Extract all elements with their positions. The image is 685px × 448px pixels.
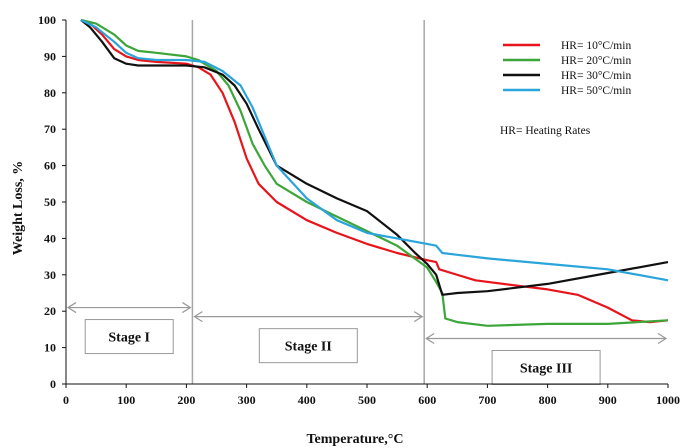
y-tick-label: 0 — [50, 377, 56, 391]
stage-label: Stage III — [520, 362, 573, 377]
stage-label: Stage I — [108, 331, 150, 346]
legend-label: HR= 20°C/min — [561, 55, 631, 67]
x-tick-label: 200 — [177, 393, 195, 407]
stage-label-box — [491, 350, 601, 385]
series-line — [80, 18, 669, 327]
x-tick-label: 700 — [478, 393, 496, 407]
x-tick-label: 900 — [599, 393, 617, 407]
stage-boundaries — [191, 20, 425, 384]
y-tick-label: 70 — [44, 122, 56, 136]
legend-label: HR= 10°C/min — [561, 40, 631, 52]
stage-arrowhead-left — [66, 302, 77, 314]
stage-arrowhead-left — [193, 311, 203, 323]
y-tick-label: 90 — [44, 49, 56, 63]
x-tick-label: 100 — [117, 393, 135, 407]
x-tick-label: 800 — [539, 393, 557, 407]
x-tick-label: 600 — [418, 393, 436, 407]
y-tick-label: 50 — [44, 195, 56, 209]
y-tick-label: 60 — [44, 159, 56, 173]
y-ticks: 0 10 20 30 40 50 60 70 80 90 100 — [38, 13, 66, 391]
y-tick-label: 30 — [44, 268, 56, 282]
y-tick-label: 20 — [44, 304, 56, 318]
x-ticks: 0 100 200 300 400 500 600 700 800 900 1000 — [63, 384, 680, 407]
y-axis-title: Weight Loss, % — [11, 161, 26, 256]
stage-arrowhead-right — [182, 302, 192, 314]
stage-arrowhead-left — [425, 332, 435, 345]
legend: HR= 10°C/min HR= 20°C/min HR= 30°C/min HR= … — [503, 40, 631, 97]
x-tick-label: 500 — [358, 393, 376, 407]
legend-label: HR= 30°C/min — [561, 70, 631, 82]
stage-label-box — [258, 328, 358, 364]
x-tick-label: 0 — [63, 393, 69, 407]
series-lines — [80, 18, 669, 327]
legend-note: HR= Heating Rates — [500, 125, 591, 137]
y-tick-label: 100 — [38, 13, 56, 27]
x-axis-title: Temperature,°C — [307, 432, 404, 447]
legend-label: HR= 50°C/min — [561, 85, 631, 97]
x-tick-label: 300 — [238, 393, 256, 407]
x-tick-label: 1000 — [656, 393, 680, 407]
stage-arrowhead-right — [657, 332, 668, 345]
y-tick-label: 80 — [44, 86, 56, 100]
stage-arrows: Stage I Stage II Stage III — [66, 302, 668, 385]
y-tick-label: 10 — [44, 341, 56, 355]
y-tick-label: 40 — [44, 231, 56, 245]
stage-arrowhead-right — [413, 311, 424, 323]
x-tick-label: 400 — [298, 393, 316, 407]
series-line — [80, 19, 669, 282]
stage-label-box — [84, 319, 174, 355]
stage-label: Stage II — [285, 340, 332, 355]
series-line — [80, 18, 669, 324]
